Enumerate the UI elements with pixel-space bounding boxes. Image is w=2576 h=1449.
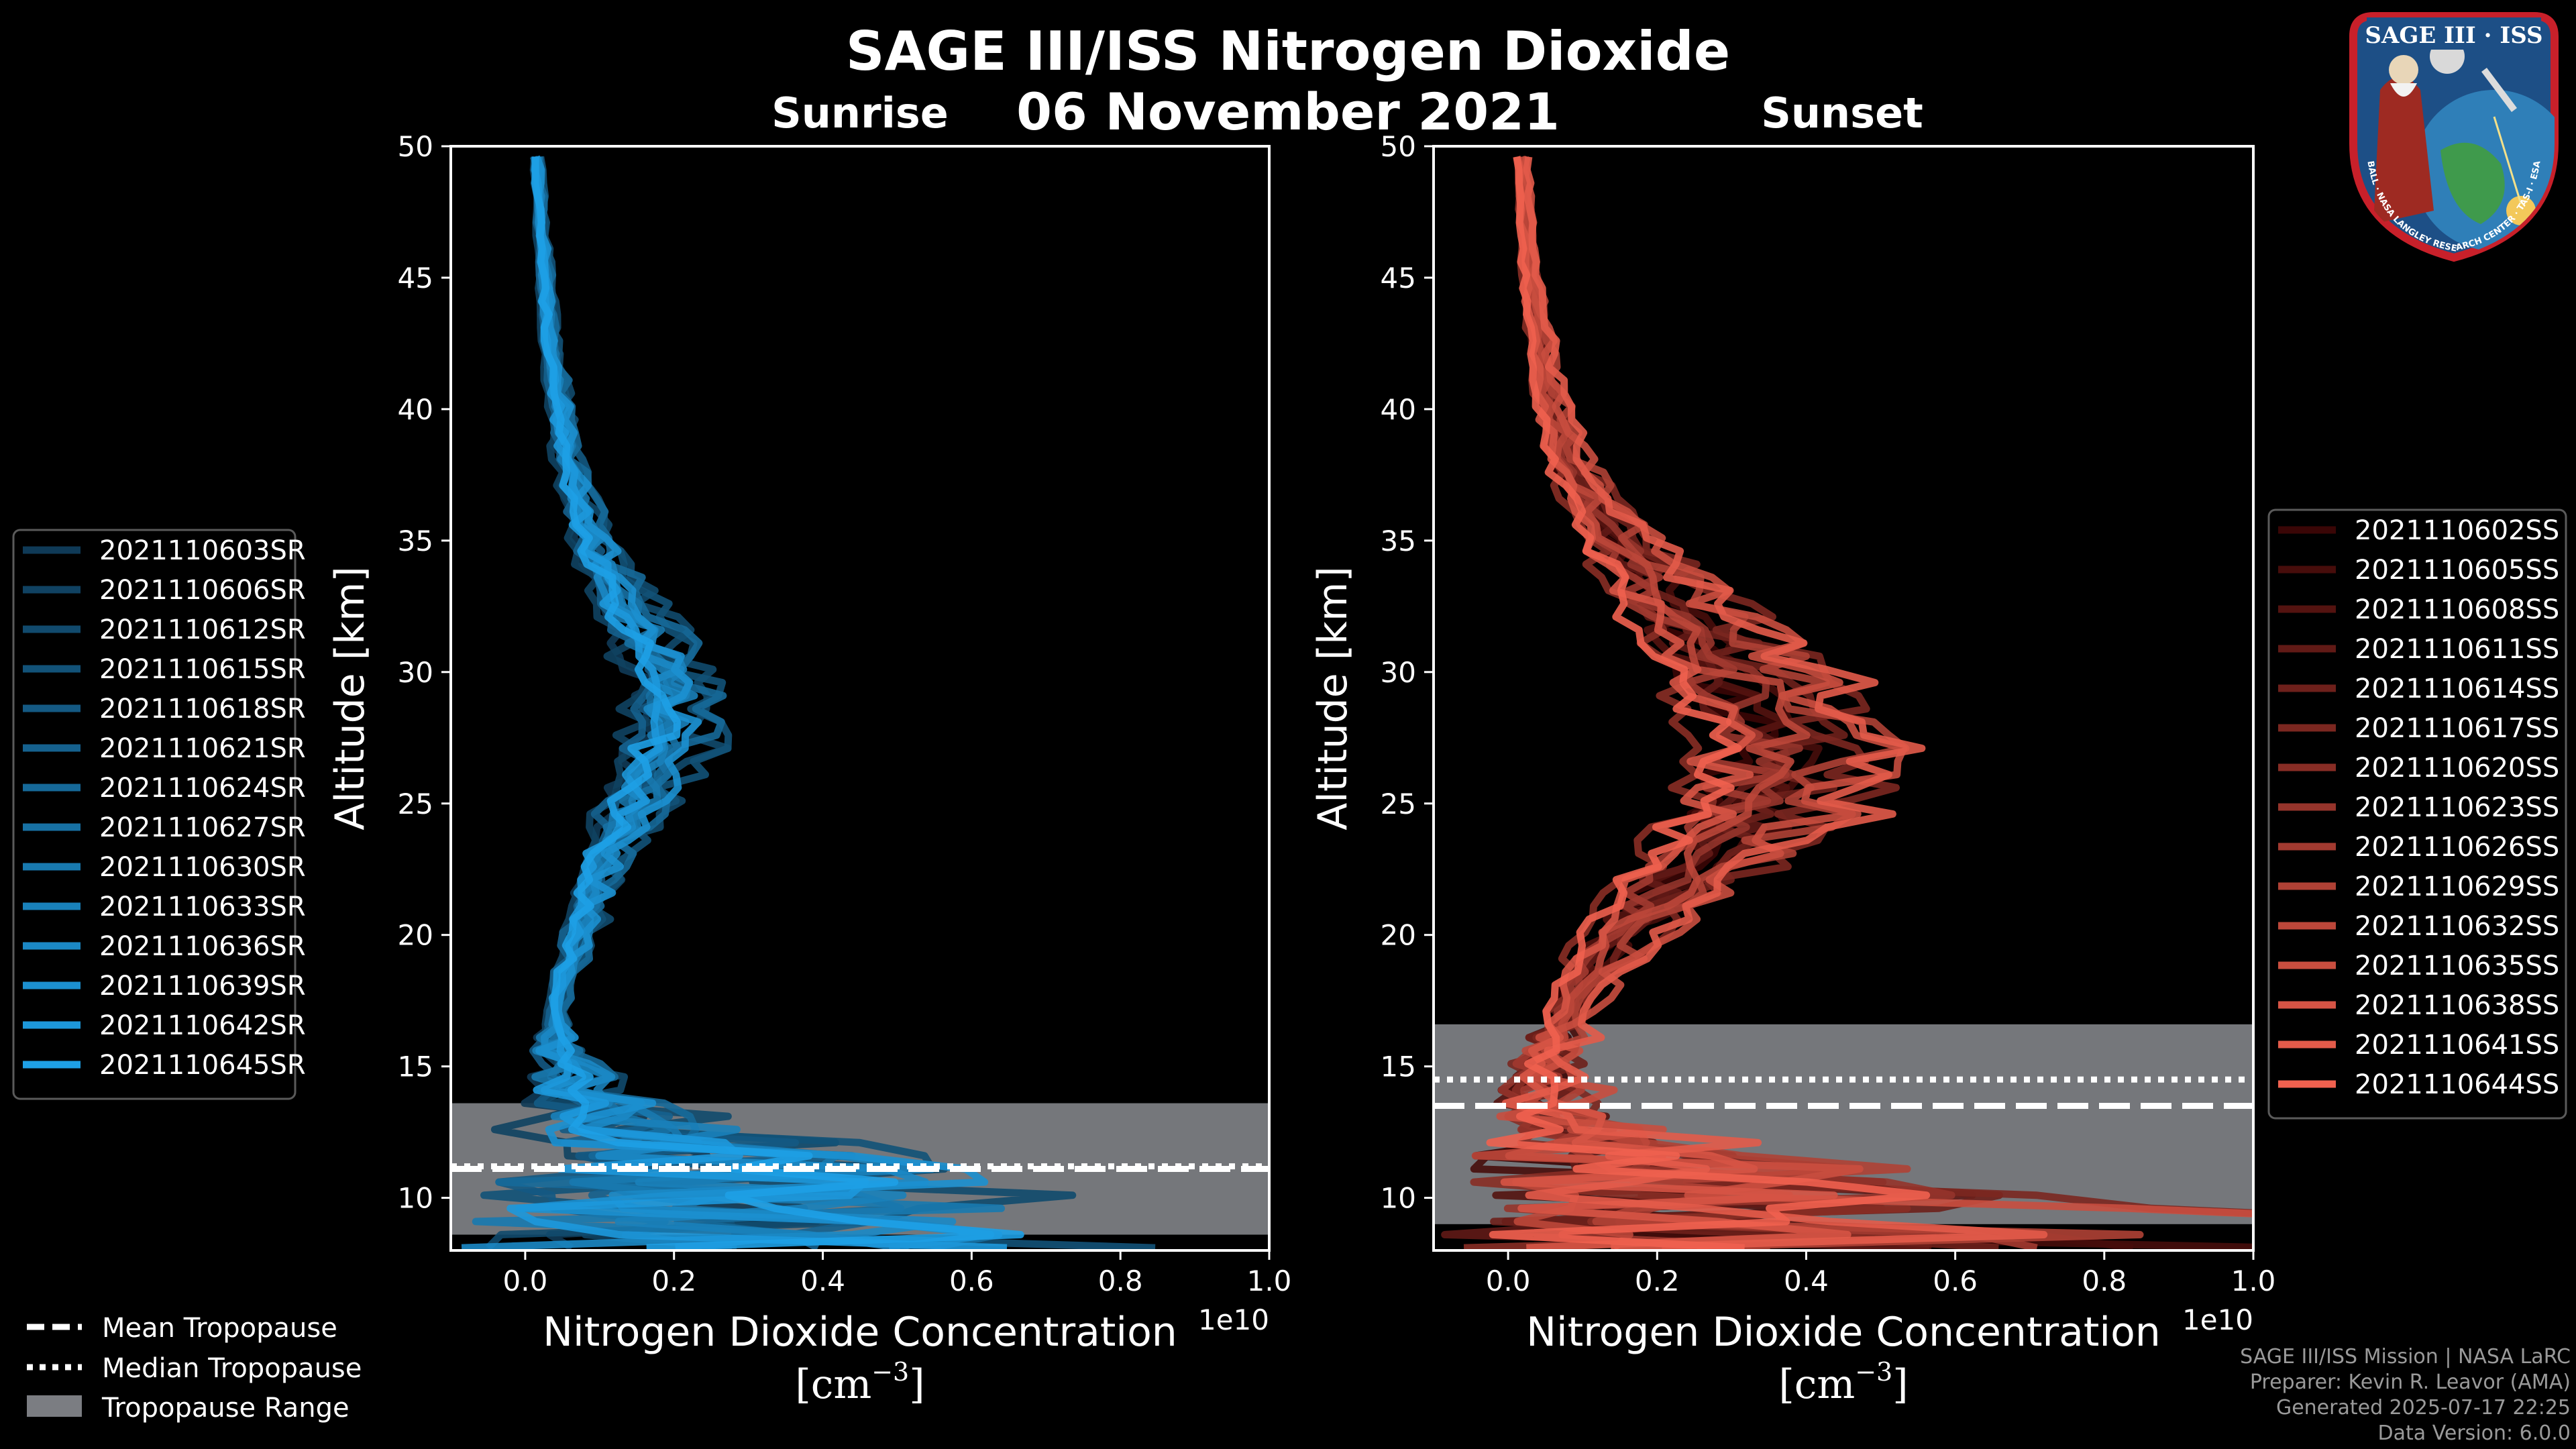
- sunrise-xtick-label: 0.4: [800, 1265, 845, 1297]
- legend-label-2021110630SR: 2021110630SR: [99, 852, 306, 883]
- mean-tropopause-label: Mean Tropopause: [102, 1313, 337, 1344]
- sunrise-ytick-label: 20: [398, 919, 433, 952]
- legend-label-2021110638SS: 2021110638SS: [2355, 990, 2559, 1021]
- legend-label-2021110617SS: 2021110617SS: [2355, 713, 2559, 744]
- credits-preparer: Preparer: Kevin R. Leavor (AMA): [2249, 1371, 2571, 1394]
- tropopause-range-swatch: [27, 1395, 82, 1417]
- sunset-offset-text: 1e10: [2182, 1303, 2253, 1336]
- sunset-xlabel: Nitrogen Dioxide Concentration: [1526, 1309, 2161, 1356]
- legend-label-2021110606SR: 2021110606SR: [99, 575, 306, 606]
- sunset-xtick-label: 0.0: [1486, 1265, 1531, 1297]
- credits-generated: Generated 2025-07-17 22:25: [2275, 1396, 2571, 1419]
- legend-label-2021110627SR: 2021110627SR: [99, 812, 306, 843]
- credits-version: Data Version: 6.0.0: [2377, 1421, 2571, 1445]
- sunset-xtick-label: 0.6: [1933, 1265, 1978, 1297]
- legend-label-2021110635SS: 2021110635SS: [2355, 951, 2559, 981]
- sunset-xtick-label: 0.4: [1784, 1265, 1829, 1297]
- sunrise-ylabel: Altitude [km]: [327, 566, 374, 830]
- sunrise-xlabel: Nitrogen Dioxide Concentration: [543, 1309, 1177, 1356]
- legend-label-2021110641SS: 2021110641SS: [2355, 1030, 2559, 1061]
- chart-title: SAGE III/ISS Nitrogen Dioxide: [845, 20, 1731, 83]
- sunset-ytick-label: 25: [1381, 788, 1416, 820]
- sunrise-ytick-label: 25: [398, 788, 433, 820]
- legend-label-2021110608SS: 2021110608SS: [2355, 594, 2559, 625]
- sunrise-ytick-label: 30: [398, 656, 433, 689]
- median-tropopause-label: Median Tropopause: [102, 1353, 362, 1384]
- sunset-axes-frame: [1432, 145, 2255, 1252]
- sunset-ylabel: Altitude [km]: [1309, 566, 1356, 830]
- legend-label-2021110644SS: 2021110644SS: [2355, 1069, 2559, 1100]
- legend-label-2021110632SS: 2021110632SS: [2355, 911, 2559, 942]
- legend-label-2021110636SR: 2021110636SR: [99, 931, 306, 962]
- legend-label-2021110642SR: 2021110642SR: [99, 1010, 306, 1041]
- tropopause-range-label: Tropopause Range: [101, 1393, 350, 1424]
- sunset-ytick-label: 30: [1381, 656, 1416, 689]
- sunrise-ytick-label: 15: [398, 1051, 433, 1083]
- patch-title: SAGE III · ISS: [2365, 22, 2542, 49]
- legend-label-2021110629SS: 2021110629SS: [2355, 871, 2559, 902]
- tropopause-legend: Mean Tropopause Median Tropopause Tropopau…: [27, 1313, 362, 1424]
- sunrise-legend: 2021110603SR 2021110606SR 2021110612SR 2021…: [12, 529, 306, 1100]
- sunset-xtick-label: 0.2: [1635, 1265, 1680, 1297]
- legend-label-2021110620SS: 2021110620SS: [2355, 753, 2559, 784]
- sunrise-ytick-label: 10: [398, 1182, 433, 1215]
- sunrise-axes-frame: [449, 145, 1271, 1252]
- legend-label-2021110618SR: 2021110618SR: [99, 694, 306, 724]
- sunrise-xtick-label: 1.0: [1247, 1265, 1292, 1297]
- legend-label-2021110603SR: 2021110603SR: [99, 535, 306, 566]
- sunrise-panel: Sunrise 0.0 0.2 0.4 0.6 0.8 1.0 10 15 20 25 30 35 40 4…: [12, 89, 1292, 1408]
- legend-label-2021110633SR: 2021110633SR: [99, 892, 306, 922]
- profile-line-2021110641SS: [1501, 156, 2048, 1250]
- profile-line-2021110644SS: [1486, 156, 1931, 1250]
- sunset-xtick-label: 0.8: [2082, 1265, 2127, 1297]
- sunset-legend: 2021110602SS 2021110605SS 2021110608SS 2021…: [2267, 508, 2567, 1120]
- legend-label-2021110611SS: 2021110611SS: [2355, 634, 2559, 665]
- sunrise-xlabel-unit: [cm−3]: [795, 1357, 924, 1408]
- chart-date: 06 November 2021: [1016, 82, 1560, 142]
- sunset-plot-area: [1434, 155, 2253, 1250]
- legend-label-2021110605SS: 2021110605SS: [2355, 555, 2559, 586]
- credits-mission: SAGE III/ISS Mission | NASA LaRC: [2240, 1345, 2571, 1368]
- sunrise-plot-area: [451, 155, 1269, 1250]
- sunset-ytick-label: 40: [1381, 393, 1416, 426]
- legend-label-2021110612SR: 2021110612SR: [99, 614, 306, 645]
- legend-label-2021110621SR: 2021110621SR: [99, 733, 306, 764]
- sunrise-ytick-label: 50: [398, 130, 433, 163]
- legend-label-2021110623SS: 2021110623SS: [2355, 792, 2559, 823]
- legend-label-2021110614SS: 2021110614SS: [2355, 674, 2559, 704]
- sunrise-legend-box: [12, 529, 297, 1100]
- legend-label-2021110624SR: 2021110624SR: [99, 773, 306, 804]
- sunrise-ytick-label: 45: [398, 262, 433, 294]
- sage-iss-patch-logo: SAGE III · ISS BALL · NASA LANGLEY RESEA…: [2349, 12, 2559, 262]
- legend-label-2021110602SS: 2021110602SS: [2355, 515, 2559, 546]
- sunrise-panel-label: Sunrise: [771, 89, 949, 138]
- credits-footer: SAGE III/ISS Mission | NASA LaRC Prepare…: [2240, 1344, 2571, 1446]
- sunset-ytick-label: 50: [1381, 130, 1416, 163]
- sunrise-xtick-label: 0.0: [503, 1265, 548, 1297]
- legend-label-2021110615SR: 2021110615SR: [99, 654, 306, 685]
- sunset-xlabel-unit: [cm−3]: [1778, 1357, 1908, 1408]
- sunset-xtick-label: 1.0: [2231, 1265, 2276, 1297]
- sunset-ytick-label: 45: [1381, 262, 1416, 294]
- sunrise-xtick-label: 0.8: [1098, 1265, 1143, 1297]
- profile-line-2021110639SR: [515, 155, 995, 1250]
- sunrise-ytick-label: 40: [398, 393, 433, 426]
- sunset-ytick-label: 20: [1381, 919, 1416, 952]
- sunset-ytick-label: 15: [1381, 1051, 1416, 1083]
- profile-line-2021110645SR: [531, 156, 1024, 1250]
- sunrise-xtick-label: 0.6: [949, 1265, 994, 1297]
- sunrise-offset-text: 1e10: [1198, 1303, 1269, 1336]
- sunset-panel-label: Sunset: [1761, 89, 1923, 138]
- sunrise-xtick-label: 0.2: [651, 1265, 696, 1297]
- legend-label-2021110645SR: 2021110645SR: [99, 1050, 306, 1081]
- sunset-legend-box: [2267, 508, 2567, 1120]
- sunset-ytick-label: 10: [1381, 1182, 1416, 1215]
- legend-label-2021110639SR: 2021110639SR: [99, 971, 306, 1002]
- legend-label-2021110626SS: 2021110626SS: [2355, 832, 2559, 863]
- sunrise-ytick-label: 35: [398, 525, 433, 557]
- sunset-panel: Sunset 0.0 0.2 0.4 0.6 0.8 1.0 10 15 20 25 30 35 40 45…: [1309, 89, 2567, 1408]
- sunset-ytick-label: 35: [1381, 525, 1416, 557]
